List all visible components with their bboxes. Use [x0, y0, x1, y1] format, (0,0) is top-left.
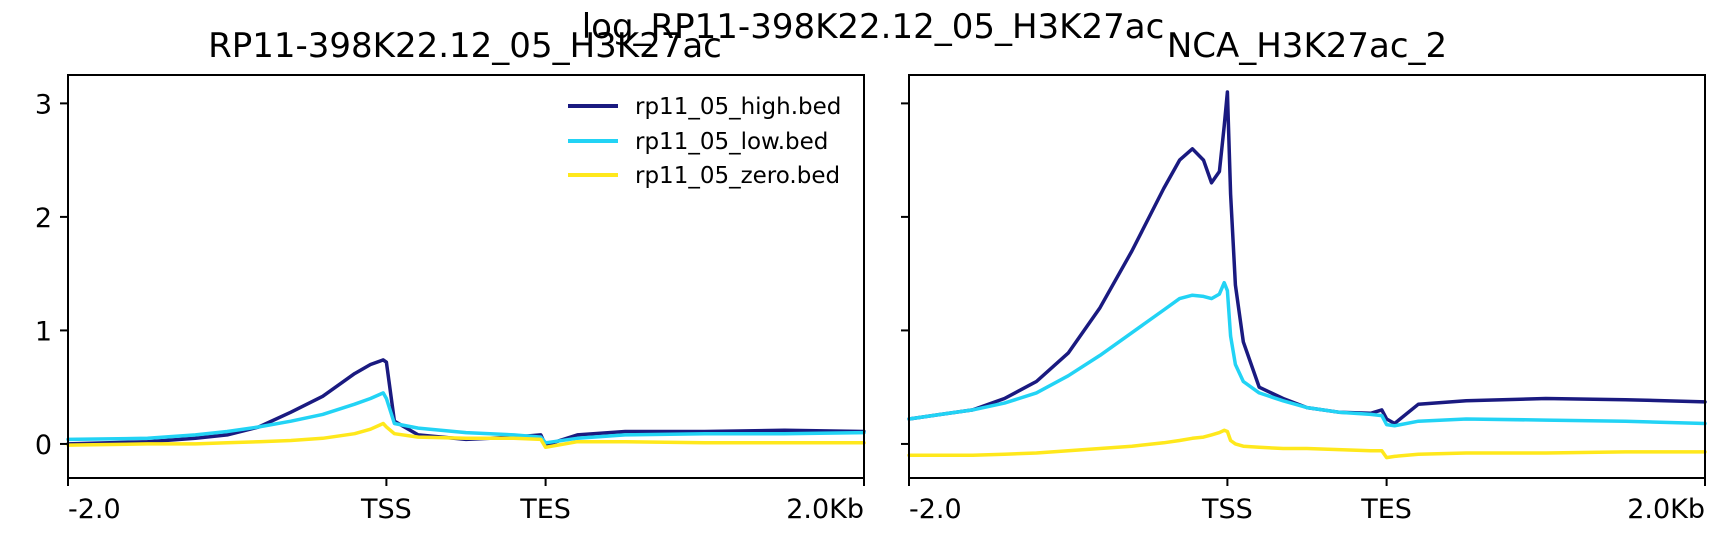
- series-line-low: [66, 391, 866, 445]
- legend-label-low: rp11_05_low.bed: [635, 129, 828, 155]
- series-line-zero: [907, 428, 1707, 460]
- x-tick-label: TSS: [360, 494, 412, 525]
- x-tick-label: TES: [1360, 494, 1412, 525]
- axes-frame: [67, 74, 865, 479]
- x-tick-label: -2.0: [909, 494, 962, 525]
- panel-title: RP11-398K22.12_05_H3K27ac: [208, 26, 722, 66]
- plot-area: [66, 358, 866, 450]
- y-tick-label: 1: [35, 316, 52, 347]
- y-tick-label: 2: [35, 203, 52, 234]
- legend-label-zero: rp11_05_zero.bed: [635, 163, 840, 189]
- series-line-low: [907, 280, 1707, 428]
- x-tick-label: 2.0Kb: [786, 494, 864, 525]
- x-tick-label: 2.0Kb: [1627, 494, 1705, 525]
- legend: rp11_05_high.bed rp11_05_low.bed rp11_05…: [568, 94, 841, 189]
- figure-suptitle: log_RP11-398K22.12_05_H3K27ac: [582, 7, 1165, 47]
- y-axis: [901, 102, 909, 445]
- x-tick-label: TES: [519, 494, 571, 525]
- x-tick-label: TSS: [1201, 494, 1253, 525]
- x-axis: -2.0 TSS TES 2.0Kb: [67, 478, 865, 525]
- series-line-high: [907, 90, 1707, 426]
- y-tick-label: 3: [35, 89, 52, 120]
- legend-label-high: rp11_05_high.bed: [635, 94, 841, 120]
- y-axis: 0 1 2 3: [35, 89, 68, 461]
- series-line-zero: [66, 421, 866, 450]
- x-tick-label: -2.0: [68, 494, 121, 525]
- axes-frame: [908, 74, 1706, 479]
- panel-title: NCA_H3K27ac_2: [1167, 26, 1447, 66]
- plot-area: [907, 90, 1707, 460]
- panel-nca-h3k27ac: NCA_H3K27ac_2 -2.0 TSS TES 2.0Kb: [901, 26, 1707, 525]
- x-axis: -2.0 TSS TES 2.0Kb: [908, 478, 1706, 525]
- y-tick-label: 0: [35, 430, 52, 461]
- panel-rp11-h3k27ac: RP11-398K22.12_05_H3K27ac 0 1 2 3 -2.0 TSS TE…: [35, 26, 866, 525]
